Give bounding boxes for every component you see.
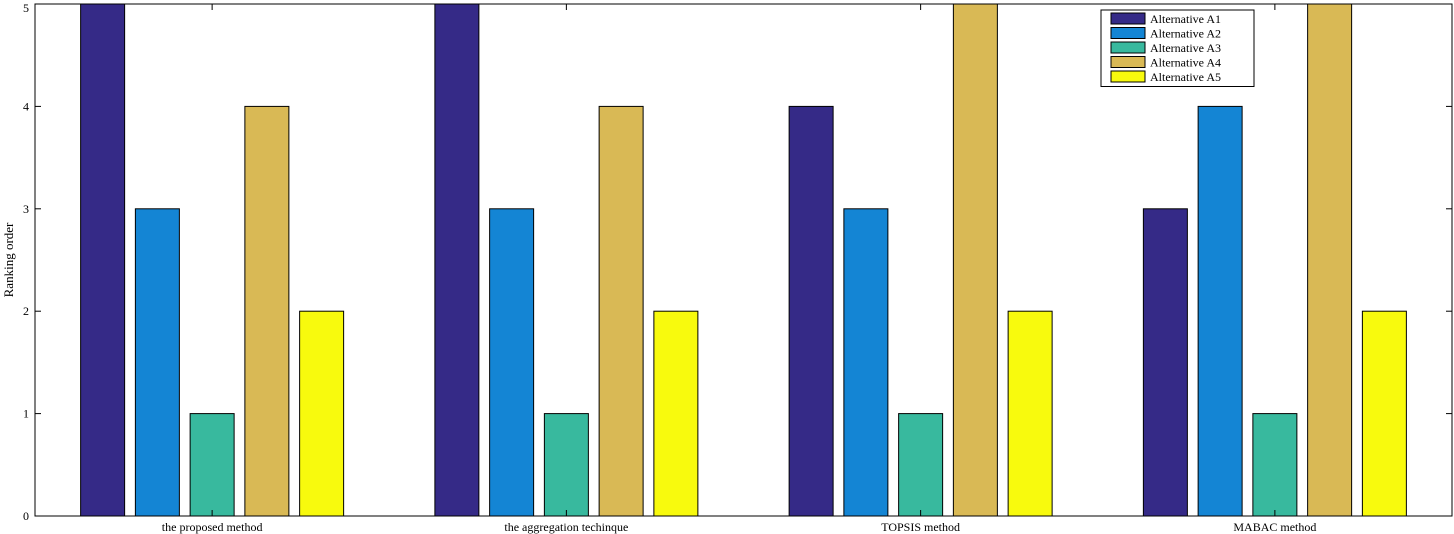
y-axis-title: Ranking order xyxy=(1,222,16,297)
y-tick-label: 2 xyxy=(23,304,29,318)
legend-swatch xyxy=(1110,12,1146,25)
bar-the-proposed-method-alternative-a3 xyxy=(189,413,235,517)
bar-the-aggregation-techinque-alternative-a3 xyxy=(543,413,589,517)
y-tick-label: 1 xyxy=(23,407,29,421)
x-tick-label: TOPSIS method xyxy=(881,520,960,534)
y-tick-label: 5 xyxy=(23,1,29,15)
bar-mabac-method-alternative-a2 xyxy=(1197,105,1243,517)
legend-swatch xyxy=(1110,41,1146,54)
legend-label: Alternative A2 xyxy=(1150,27,1221,41)
x-tick-label: the aggregation techinque xyxy=(504,520,628,534)
bar-the-aggregation-techinque-alternative-a5 xyxy=(653,310,699,517)
bar-topsis-method-alternative-a1 xyxy=(788,105,834,517)
plot-frame xyxy=(34,3,1453,517)
legend-swatch xyxy=(1110,56,1146,68)
bar-the-aggregation-techinque-alternative-a1 xyxy=(434,3,480,517)
bar-the-aggregation-techinque-alternative-a2 xyxy=(489,208,535,517)
bar-mabac-method-alternative-a4 xyxy=(1307,3,1353,517)
bar-mabac-method-alternative-a3 xyxy=(1252,413,1298,517)
bar-the-proposed-method-alternative-a1 xyxy=(80,3,126,517)
bar-the-proposed-method-alternative-a4 xyxy=(244,105,290,517)
bar-topsis-method-alternative-a5 xyxy=(1007,310,1053,517)
x-tick-label: MABAC method xyxy=(1233,520,1316,534)
x-axis-ticks: the proposed method the aggregation techi… xyxy=(162,4,1316,534)
bar-the-proposed-method-alternative-a5 xyxy=(299,310,345,517)
legend-label: Alternative A1 xyxy=(1150,12,1221,26)
legend-label: Alternative A5 xyxy=(1150,70,1221,84)
bar-topsis-method-alternative-a2 xyxy=(843,208,889,517)
legend-swatch xyxy=(1110,70,1146,83)
legend-label: Alternative A3 xyxy=(1150,41,1221,55)
legend-swatch xyxy=(1110,27,1146,39)
y-tick-label: 3 xyxy=(23,202,29,216)
x-tick-label: the proposed method xyxy=(162,520,263,534)
bars-group xyxy=(80,3,1407,517)
y-tick-label: 0 xyxy=(23,509,29,523)
legend-label: Alternative A4 xyxy=(1150,56,1221,70)
y-tick-label: 4 xyxy=(23,99,29,113)
bar-the-proposed-method-alternative-a2 xyxy=(134,208,180,517)
bar-topsis-method-alternative-a3 xyxy=(898,413,944,517)
bar-mabac-method-alternative-a5 xyxy=(1361,310,1407,517)
bar-the-aggregation-techinque-alternative-a4 xyxy=(598,105,644,517)
bar-topsis-method-alternative-a4 xyxy=(952,3,998,517)
bar-mabac-method-alternative-a1 xyxy=(1142,208,1188,517)
